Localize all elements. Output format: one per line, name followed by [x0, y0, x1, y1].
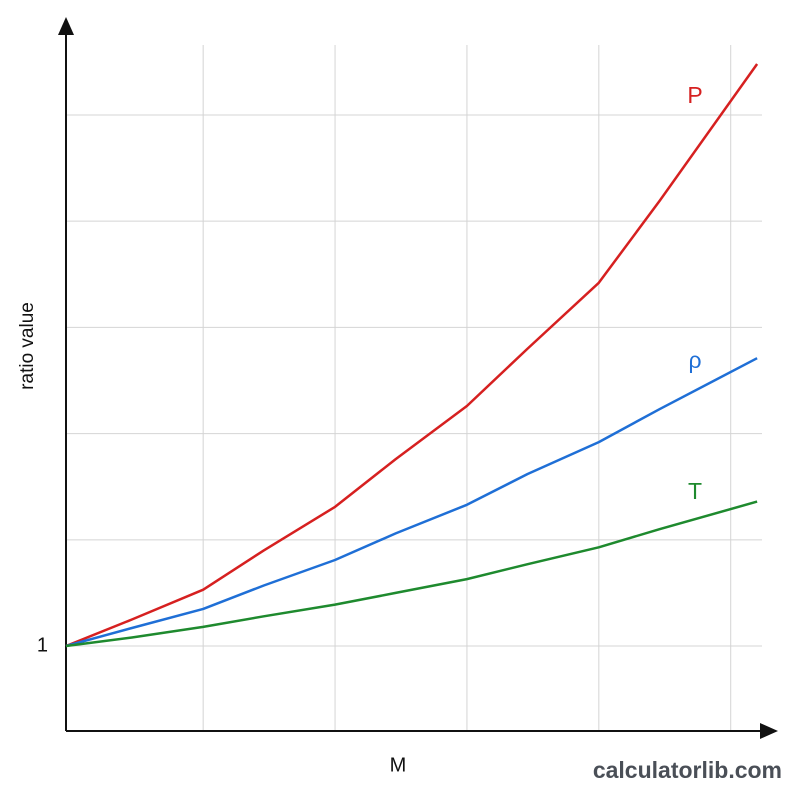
y-axis-label: ratio value: [17, 302, 38, 390]
y-tick-label: 1: [37, 634, 48, 656]
series-label: P: [687, 82, 702, 108]
series-label: T: [688, 478, 702, 504]
series-label: ρ: [688, 347, 701, 373]
series-line: [65, 500, 758, 648]
watermark: calculatorlib.com: [593, 757, 782, 783]
series-line: [65, 357, 758, 648]
x-axis-label: M: [390, 754, 407, 776]
series-line: [65, 63, 759, 648]
